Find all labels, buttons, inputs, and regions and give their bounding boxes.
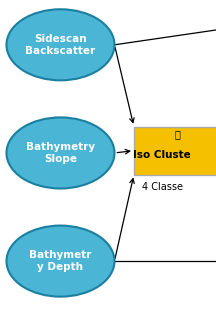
Text: Iso Cluste: Iso Cluste bbox=[133, 150, 191, 160]
Text: 🔨: 🔨 bbox=[174, 129, 180, 139]
Ellipse shape bbox=[6, 226, 114, 297]
Text: Bathymetry
Slope: Bathymetry Slope bbox=[26, 142, 95, 164]
FancyBboxPatch shape bbox=[134, 127, 216, 175]
Text: Sidescan
Backscatter: Sidescan Backscatter bbox=[25, 34, 95, 56]
Ellipse shape bbox=[6, 9, 114, 80]
Text: Bathymetr
y Depth: Bathymetr y Depth bbox=[29, 250, 92, 272]
Ellipse shape bbox=[6, 117, 114, 188]
Text: 4 Classe: 4 Classe bbox=[141, 182, 183, 192]
